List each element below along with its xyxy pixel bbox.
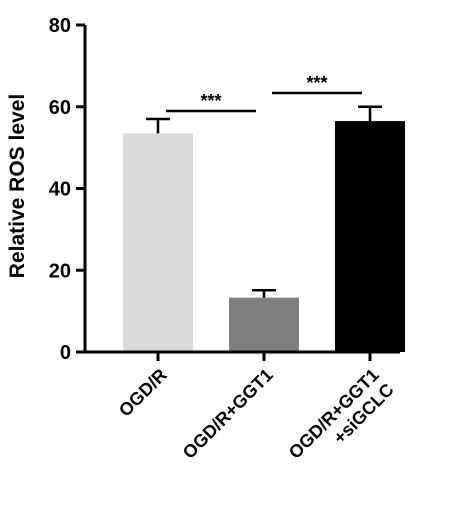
y-tick-label: 80 xyxy=(49,15,71,37)
y-axis-label: Relative ROS level xyxy=(6,94,29,278)
y-tick-label: 0 xyxy=(60,342,71,364)
x-tick-label: OGD/R+GGT1 xyxy=(179,365,277,463)
plot-area: 0 20 40 60 80 OGD/R OGD/R+GGT1 OGD/R+GGT1+siGCL… xyxy=(49,15,405,478)
bar xyxy=(229,297,299,352)
significance-label: *** xyxy=(306,73,327,93)
x-tick-label: OGD/R+GGT1+siGCLC xyxy=(285,365,398,478)
y-tick-label: 40 xyxy=(49,179,71,201)
bar xyxy=(123,133,193,352)
bar xyxy=(335,121,405,353)
x-tick-label: OGD/R xyxy=(115,365,171,421)
y-tick-label: 20 xyxy=(49,260,71,282)
y-tick-label: 60 xyxy=(49,97,71,119)
significance-label: *** xyxy=(200,91,221,111)
